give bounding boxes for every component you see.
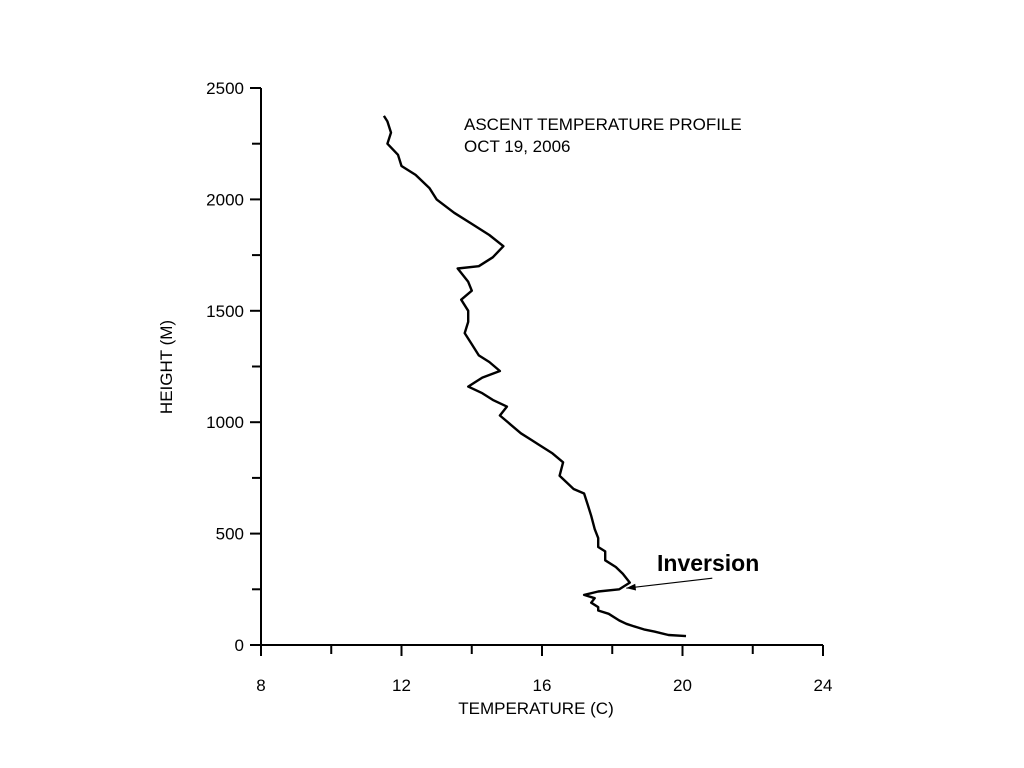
y-axis-label: HEIGHT (M)	[157, 320, 176, 414]
inversion-arrow	[626, 577, 713, 589]
inversion-annotation: Inversion	[657, 550, 759, 576]
x-tick-label: 24	[814, 676, 833, 695]
tick-labels: 8 12 16 20 24 0 500 1000 1500 2000 2500	[206, 79, 832, 695]
x-tick-label: 20	[673, 676, 692, 695]
inversion-arrow-head	[626, 583, 637, 591]
x-tick-label: 8	[256, 676, 265, 695]
x-axis-label: TEMPERATURE (C)	[458, 699, 614, 718]
series-layer	[382, 115, 687, 638]
y-tick-label: 2500	[206, 79, 244, 98]
annotation-layer: Inversion	[626, 550, 759, 591]
chart-title: ASCENT TEMPERATURE PROFILE	[464, 115, 742, 134]
y-tick-label: 2000	[206, 190, 244, 209]
temperature-profile-line	[382, 115, 687, 638]
y-tick-label: 1500	[206, 302, 244, 321]
y-tick-label: 500	[216, 525, 244, 544]
y-tick-label: 0	[235, 636, 244, 655]
chart-subtitle: OCT 19, 2006	[464, 137, 570, 156]
x-tick-label: 12	[392, 676, 411, 695]
y-tick-label: 1000	[206, 413, 244, 432]
x-tick-label: 16	[533, 676, 552, 695]
axis-ticks	[250, 87, 824, 656]
